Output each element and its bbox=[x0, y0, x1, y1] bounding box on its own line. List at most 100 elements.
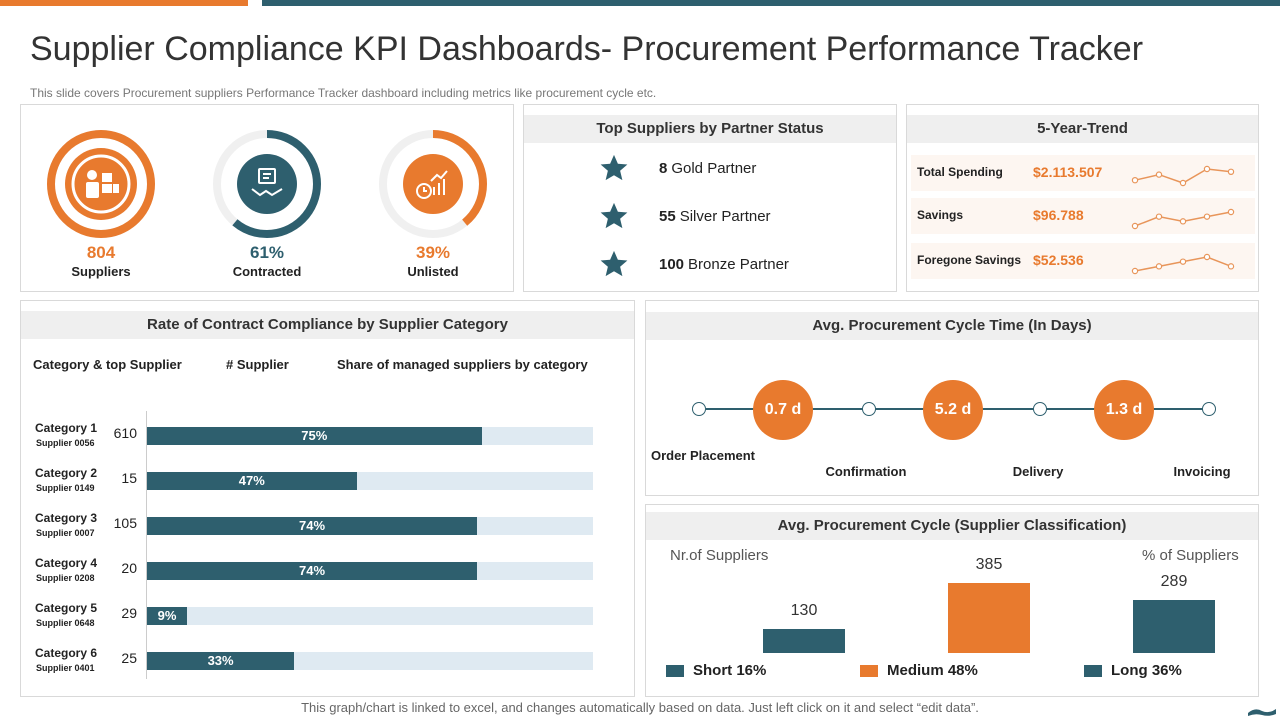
kpi-ring-fill bbox=[213, 130, 321, 238]
partner-row[interactable]: 100 Bronze Partner bbox=[599, 249, 789, 279]
classification-bar[interactable] bbox=[763, 629, 845, 653]
kpi-label: Contracted bbox=[232, 264, 302, 279]
partner-row[interactable]: 8 Gold Partner bbox=[599, 153, 756, 183]
top-supplier: Supplier 0149 bbox=[36, 483, 95, 493]
share-bar: 9% bbox=[147, 607, 188, 625]
share-bar-track: 74% bbox=[147, 517, 593, 535]
star-icon bbox=[600, 250, 628, 277]
sparkline bbox=[1131, 165, 1235, 187]
category-row[interactable]: Category 5 Supplier 0648 29 9% bbox=[21, 601, 633, 637]
sparkline-point bbox=[1155, 213, 1163, 220]
legend-swatch bbox=[860, 664, 878, 677]
five-year-trend-panel: 5-Year-Trend Total Spending $2.113.507 S… bbox=[906, 104, 1259, 292]
trend-value: $96.788 bbox=[1033, 207, 1084, 223]
trend-label: Foregone Savings bbox=[917, 253, 1022, 267]
timeline-node bbox=[1033, 402, 1047, 416]
kpi-ring bbox=[47, 130, 155, 238]
kpi-value: 61% bbox=[249, 243, 285, 262]
supplier-count: 105 bbox=[113, 515, 137, 531]
classification-bar[interactable] bbox=[948, 583, 1030, 653]
star-icon bbox=[600, 202, 628, 229]
category-row[interactable]: Category 4 Supplier 0208 20 74% bbox=[21, 556, 633, 592]
category-name: Category 2 bbox=[35, 466, 98, 480]
category-name: Category 3 bbox=[35, 511, 98, 525]
partner-count: 8 bbox=[659, 159, 668, 177]
partner-count: 55 bbox=[659, 207, 676, 225]
bar-value-label: 385 bbox=[975, 556, 1003, 573]
legend-swatch bbox=[1084, 664, 1102, 677]
column-header: Category & top Supplier bbox=[33, 357, 182, 372]
stage-label: Delivery bbox=[1012, 464, 1064, 479]
share-bar: 74% bbox=[147, 562, 478, 580]
chart-axis bbox=[146, 411, 147, 679]
kpi-ring bbox=[379, 130, 487, 238]
sparkline-point bbox=[1203, 213, 1211, 220]
stage-label: Confirmation bbox=[825, 464, 907, 479]
category-name: Category 4 bbox=[35, 556, 98, 570]
legend-swatch bbox=[666, 664, 684, 677]
category-row[interactable]: Category 2 Supplier 0149 15 47% bbox=[21, 466, 633, 502]
page-subtitle: This slide covers Procurement suppliers … bbox=[30, 86, 657, 100]
hand-logo-icon bbox=[1248, 709, 1276, 716]
column-header: Share of managed suppliers by category bbox=[337, 357, 588, 372]
left-axis-label: Nr.of Suppliers bbox=[670, 547, 769, 564]
duration-circle[interactable]: 5.2 d bbox=[923, 380, 983, 440]
legend-item: Short 16% bbox=[666, 662, 766, 679]
panel-title: Avg. Procurement Cycle Time (In Days) bbox=[646, 312, 1258, 340]
panel-title: 5-Year-Trend bbox=[907, 115, 1258, 143]
kpi-suppliers[interactable]: 804 Suppliers bbox=[31, 129, 171, 279]
sparkline-point bbox=[1203, 253, 1211, 261]
right-axis-label: % of Suppliers bbox=[1142, 547, 1239, 564]
trend-row[interactable]: Savings $96.788 bbox=[911, 198, 1255, 234]
supplier-count: 610 bbox=[113, 425, 137, 441]
share-bar: 47% bbox=[147, 472, 357, 490]
kpi-unlisted[interactable]: 39% Unlisted bbox=[363, 129, 503, 279]
sparkline bbox=[1131, 208, 1235, 230]
kpi-value: 804 bbox=[86, 243, 116, 262]
partner-label: Bronze Partner bbox=[688, 255, 789, 273]
sparkline-point bbox=[1227, 208, 1235, 216]
category-row[interactable]: Category 3 Supplier 0007 105 74% bbox=[21, 511, 633, 547]
sparkline-point bbox=[1131, 222, 1139, 230]
duration-circle[interactable]: 0.7 d bbox=[753, 380, 813, 440]
cycle-time-panel: Avg. Procurement Cycle Time (In Days) 0.… bbox=[645, 300, 1259, 496]
panel-title: Rate of Contract Compliance by Supplier … bbox=[21, 311, 634, 339]
timeline-node bbox=[1202, 402, 1216, 416]
partner-row[interactable]: 55 Silver Partner bbox=[599, 201, 771, 231]
duration-circle[interactable]: 1.3 d bbox=[1094, 380, 1154, 440]
top-supplier: Supplier 0056 bbox=[36, 438, 95, 448]
trend-value: $2.113.507 bbox=[1033, 164, 1103, 180]
sparkline bbox=[1131, 253, 1235, 275]
bar-value-label: 289 bbox=[1160, 573, 1188, 591]
sparkline-point bbox=[1227, 168, 1235, 176]
star-icon bbox=[600, 154, 628, 181]
category-row[interactable]: Category 6 Supplier 0401 25 33% bbox=[21, 646, 633, 682]
kpi-panel: 804 Suppliers 61% Contracted bbox=[20, 104, 514, 292]
trend-row[interactable]: Foregone Savings $52.536 bbox=[911, 243, 1255, 279]
kpi-contracted[interactable]: 61% Contracted bbox=[197, 129, 337, 279]
share-bar-track: 33% bbox=[147, 652, 593, 670]
sparkline-point bbox=[1179, 258, 1187, 265]
worker-boxes-icon bbox=[86, 170, 119, 198]
top-supplier: Supplier 0208 bbox=[36, 573, 95, 583]
partner-status-panel: Top Suppliers by Partner Status 8 Gold Pa… bbox=[523, 104, 897, 292]
top-supplier: Supplier 0648 bbox=[36, 618, 95, 628]
category-name: Category 6 bbox=[35, 646, 98, 660]
contract-compliance-panel: Rate of Contract Compliance by Supplier … bbox=[20, 300, 635, 697]
classification-bar[interactable] bbox=[1133, 600, 1215, 653]
supplier-count: 20 bbox=[121, 560, 137, 576]
column-header: # Supplier bbox=[226, 357, 289, 372]
page-title: Supplier Compliance KPI Dashboards- Proc… bbox=[30, 30, 1144, 68]
kpi-value: 39% bbox=[415, 243, 451, 262]
sparkline-point bbox=[1227, 263, 1235, 270]
sparkline-point bbox=[1155, 171, 1163, 178]
footer-note: This graph/chart is linked to excel, and… bbox=[301, 700, 979, 715]
top-supplier: Supplier 0401 bbox=[36, 663, 95, 673]
trend-row[interactable]: Total Spending $2.113.507 bbox=[911, 155, 1255, 191]
category-row[interactable]: Category 1 Supplier 0056 610 75% bbox=[21, 421, 633, 457]
partner-label: Gold Partner bbox=[671, 159, 757, 177]
share-bar: 74% bbox=[147, 517, 478, 535]
panel-title: Top Suppliers by Partner Status bbox=[524, 115, 896, 143]
trend-value: $52.536 bbox=[1033, 252, 1084, 268]
growth-chart-icon bbox=[416, 170, 448, 199]
